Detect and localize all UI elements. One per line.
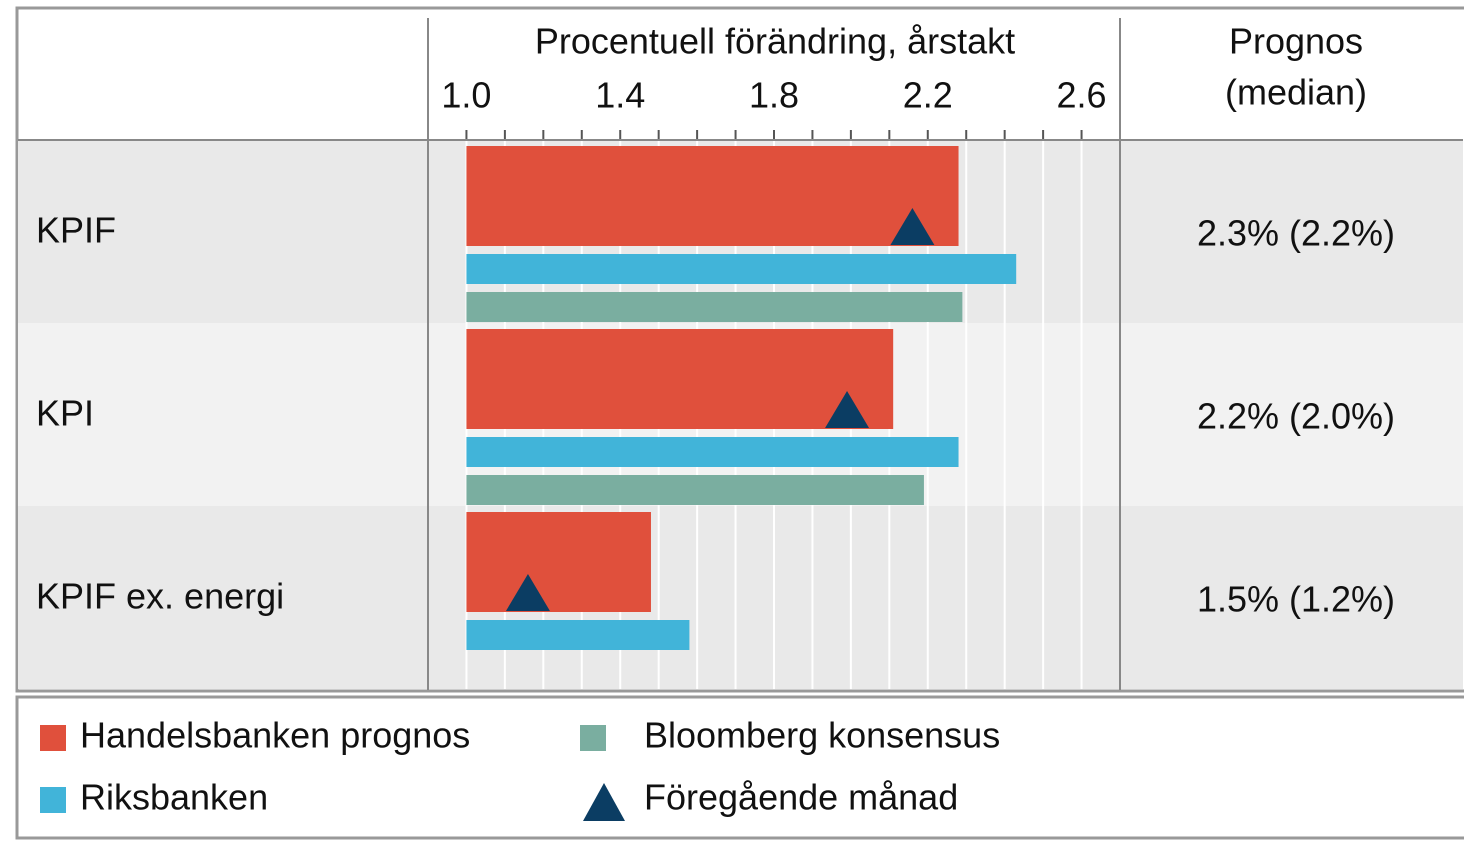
forecast-label: 2.3% (2.2%) [1197, 213, 1395, 254]
marker-triangle [825, 391, 870, 428]
legend-frame [15, 695, 1464, 840]
bar [466, 620, 690, 650]
legend-label: Handelsbanken prognos [80, 715, 470, 756]
legend-label: Föregående månad [644, 777, 958, 818]
marker-triangle [890, 208, 935, 245]
x-tick-label: 1.0 [441, 75, 491, 116]
legend-label: Bloomberg konsensus [644, 715, 1000, 756]
legend-swatch [40, 787, 66, 813]
legend-swatch [40, 725, 66, 751]
bar [466, 475, 924, 505]
category-label: KPIF ex. energi [36, 576, 284, 617]
x-tick-label: 2.6 [1057, 75, 1107, 116]
bar [466, 254, 1017, 284]
bar [466, 329, 894, 429]
forecast-label: 2.2% (2.0%) [1197, 396, 1395, 437]
row-background [18, 506, 1463, 689]
column-header: Prognos [1229, 21, 1363, 62]
marker-triangle [505, 574, 550, 611]
category-label: KPI [36, 393, 94, 434]
x-tick-label: 1.8 [749, 75, 799, 116]
bar [466, 146, 959, 246]
legend-label: Riksbanken [80, 777, 268, 818]
bar [466, 292, 963, 322]
x-tick-label: 1.4 [595, 75, 645, 116]
x-tick-label: 2.2 [903, 75, 953, 116]
column-header: (median) [1225, 72, 1367, 113]
legend-swatch [580, 725, 606, 751]
x-axis-title: Procentuell förändring, årstakt [535, 21, 1015, 62]
category-label: KPIF [36, 210, 116, 251]
bar [466, 437, 959, 467]
legend-marker [583, 783, 625, 821]
bar [466, 512, 651, 612]
forecast-label: 1.5% (1.2%) [1197, 579, 1395, 620]
